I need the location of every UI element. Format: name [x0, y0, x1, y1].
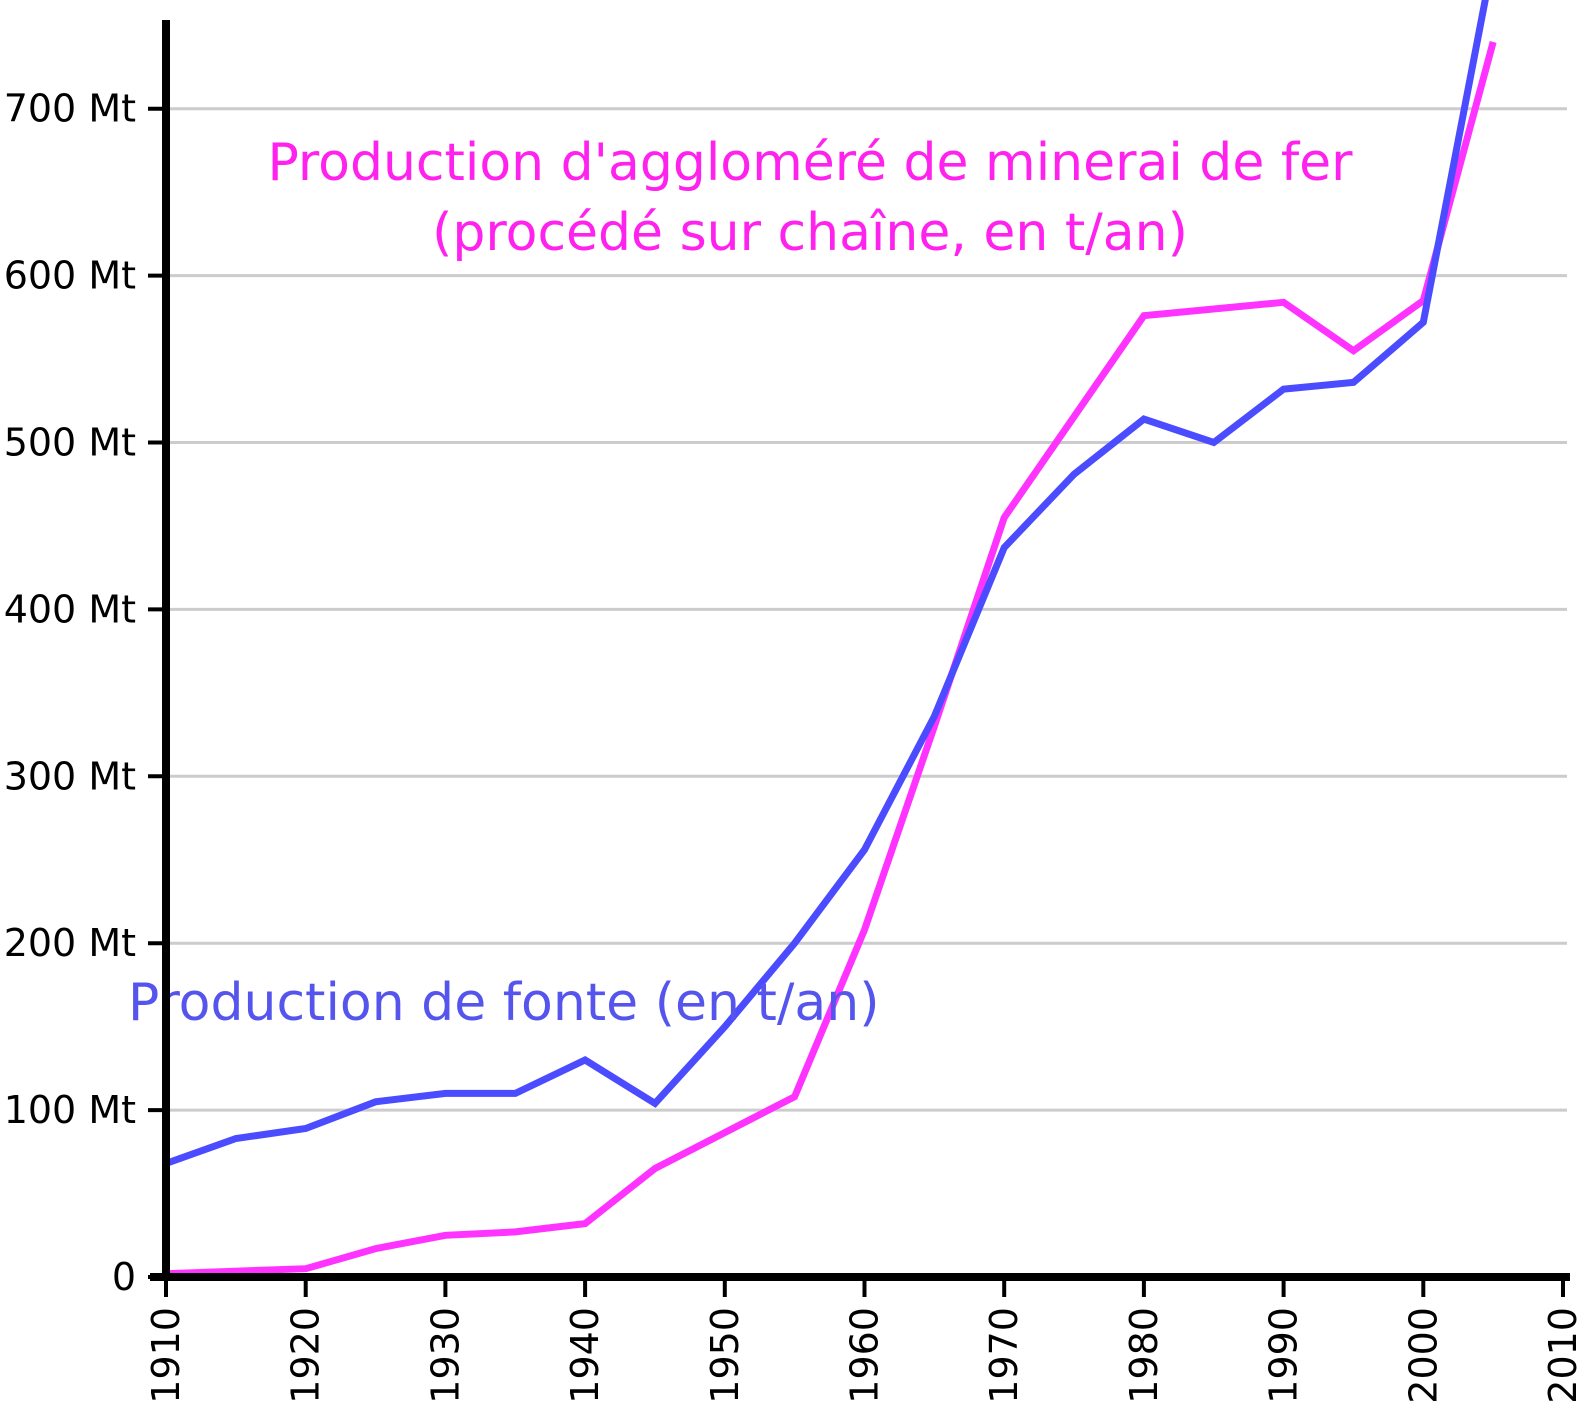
- x-tick-label-2010: 2010: [1541, 1307, 1577, 1404]
- y-tick-label-100: 100 Mt: [4, 1088, 136, 1132]
- series-label-agglomere-line-1: Production d'aggloméré de minerai de fer: [267, 133, 1353, 193]
- series-lines: [166, 0, 1497, 1277]
- x-axis-ticks: 1910 1920 1930 1940 1950 1960 1970 1980 1990 2000…: [144, 1277, 1577, 1404]
- y-axis-ticks: 0 100 Mt 200 Mt 300 Mt 400 Mt 500 Mt 600 Mt 700…: [4, 87, 166, 1299]
- series-line-0: [166, 0, 1489, 1167]
- gridlines: [166, 107, 1567, 1112]
- x-tick-label-1960: 1960: [843, 1307, 887, 1404]
- series-label-fonte: Production de fonte (en t/an): [128, 973, 880, 1033]
- x-tick-label-1910: 1910: [144, 1307, 188, 1404]
- y-tick-label-700: 700 Mt: [4, 87, 136, 131]
- series-line-1: [166, 40, 1497, 1277]
- x-tick-label-2000: 2000: [1401, 1307, 1445, 1404]
- x-tick-label-1920: 1920: [284, 1307, 328, 1404]
- x-tick-label-1970: 1970: [982, 1307, 1026, 1404]
- series-labels: Production d'aggloméré de minerai de fer…: [128, 133, 1353, 1033]
- y-tick-label-400: 400 Mt: [4, 587, 136, 631]
- y-tick-label-600: 600 Mt: [4, 254, 136, 298]
- series-label-agglomere-line-2: (procédé sur chaîne, en t/an): [432, 203, 1188, 263]
- axes: [150, 20, 1570, 1281]
- y-tick-label-0: 0: [112, 1255, 136, 1299]
- x-tick-label-1950: 1950: [703, 1307, 747, 1404]
- y-tick-label-500: 500 Mt: [4, 421, 136, 465]
- x-tick-label-1930: 1930: [423, 1307, 467, 1404]
- x-tick-label-1980: 1980: [1122, 1307, 1166, 1404]
- x-tick-label-1990: 1990: [1262, 1307, 1306, 1404]
- y-tick-label-200: 200 Mt: [4, 921, 136, 965]
- x-tick-label-1940: 1940: [563, 1307, 607, 1404]
- y-tick-label-300: 300 Mt: [4, 754, 136, 798]
